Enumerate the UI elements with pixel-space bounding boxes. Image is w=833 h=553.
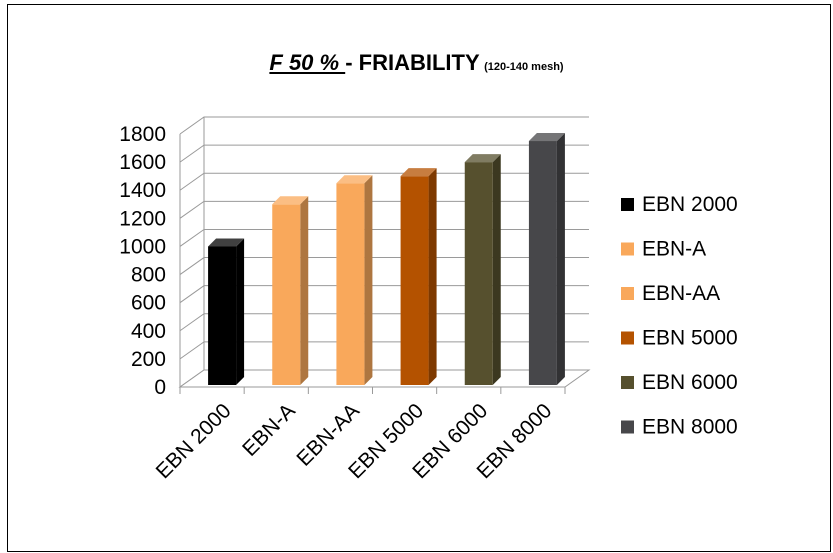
title-subtitle: (120-140 mesh): [484, 61, 564, 73]
legend-label: EBN 6000: [642, 371, 738, 394]
bar-front: [336, 183, 365, 385]
x-tick-label: EBN-A: [238, 399, 300, 461]
gridline: [179, 200, 589, 219]
x-tick-label: EBN 2000: [152, 399, 236, 483]
y-tick-label: 1200: [119, 207, 166, 230]
legend-label: EBN 8000: [642, 416, 738, 439]
legend-swatch: [621, 376, 634, 389]
bar-front: [400, 176, 429, 385]
y-tick-label: 400: [131, 320, 166, 343]
bar-side: [300, 196, 309, 385]
legend-swatch: [621, 198, 634, 211]
bar-top: [336, 175, 373, 184]
bar-top: [272, 196, 309, 205]
y-tick-label: 1800: [119, 123, 166, 146]
gridline: [179, 116, 589, 135]
bar: [528, 133, 565, 385]
bar-top: [528, 133, 565, 142]
title-prefix: F 50 %: [269, 50, 346, 75]
legend-swatch: [621, 287, 634, 300]
bar: [464, 154, 501, 385]
bar-front: [272, 204, 301, 385]
bar-top: [464, 154, 501, 163]
legend-label: EBN 2000: [642, 193, 738, 216]
legend-label: EBN-A: [642, 238, 706, 261]
bar: [336, 175, 373, 385]
gridline: [179, 172, 589, 191]
title-main: - FRIABILITY: [345, 50, 480, 75]
legend-swatch: [621, 420, 634, 434]
y-tick-label: 600: [131, 292, 166, 315]
legend-swatch: [621, 331, 634, 345]
y-tick-label: 1600: [119, 151, 166, 174]
bar: [400, 168, 437, 385]
bar-side: [556, 133, 565, 385]
bar-side: [236, 238, 245, 385]
legend-label: EBN-AA: [642, 282, 720, 305]
y-tick-label: 800: [131, 264, 166, 287]
bar-side: [364, 175, 373, 385]
bar: [208, 238, 245, 385]
legend-swatch: [621, 242, 634, 256]
bar-front: [208, 246, 237, 385]
gridline: [179, 144, 589, 163]
y-tick-label: 0: [154, 376, 166, 399]
y-tick-label: 1000: [119, 235, 166, 258]
bar-side: [428, 168, 437, 385]
bar-front: [528, 141, 557, 385]
bar-front: [464, 162, 493, 385]
bar-top: [208, 238, 245, 247]
bar: [272, 196, 309, 385]
chart-title: F 50 % - FRIABILITY (120-140 mesh): [0, 50, 833, 76]
legend-label: EBN 5000: [642, 327, 738, 350]
y-tick-label: 1400: [119, 179, 166, 202]
bar-top: [400, 168, 437, 177]
y-tick-label: 200: [131, 348, 166, 371]
bar-side: [492, 154, 501, 385]
